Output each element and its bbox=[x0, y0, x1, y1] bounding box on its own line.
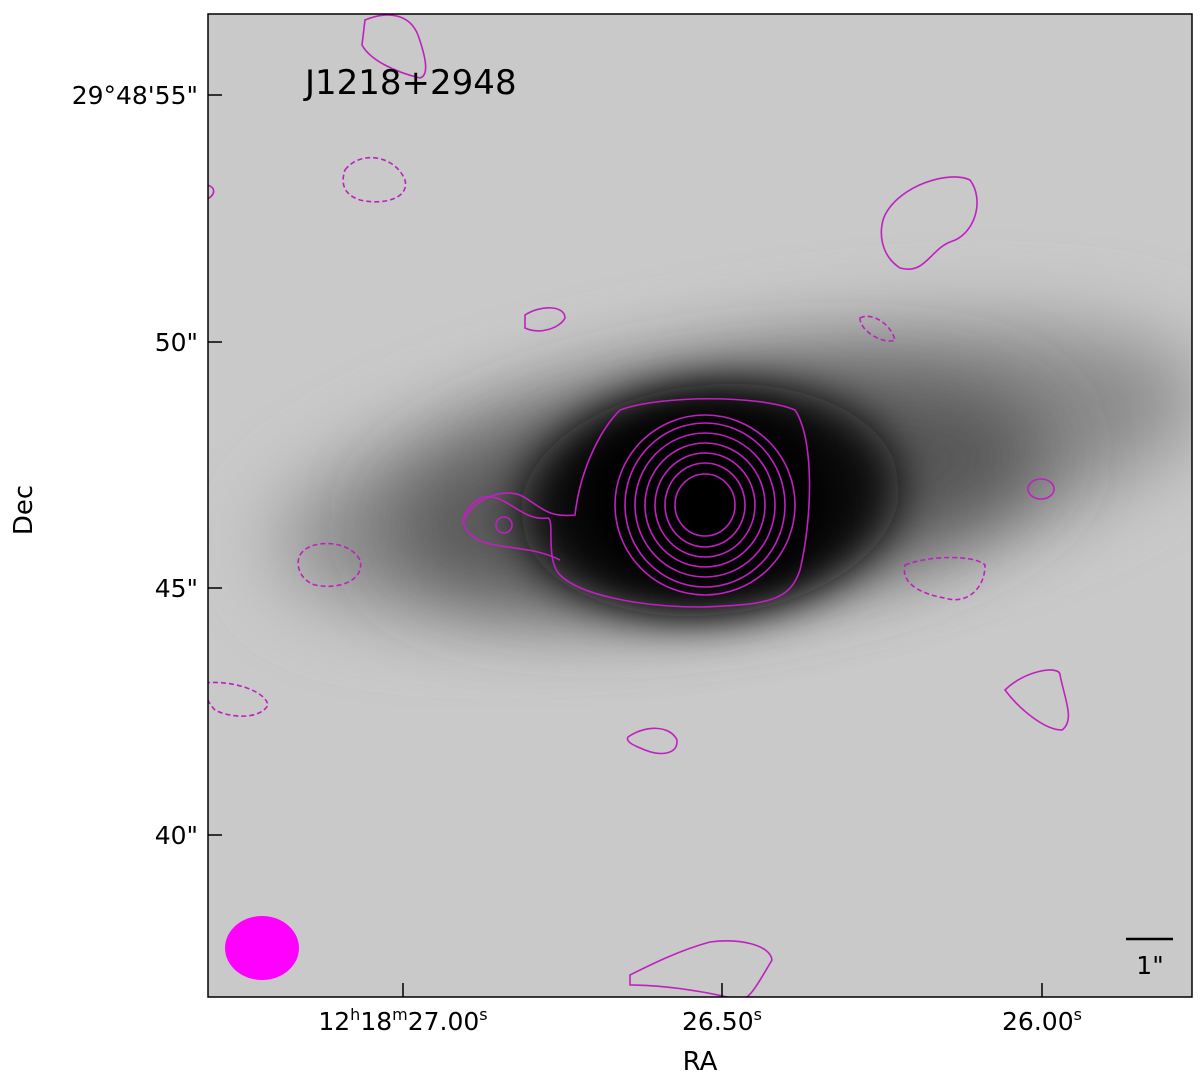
title: J1218+2948 bbox=[303, 63, 517, 103]
y-axis-label: Dec bbox=[9, 485, 39, 535]
plot-frame bbox=[207, 13, 1193, 998]
contours bbox=[208, 14, 1070, 997]
beam bbox=[225, 916, 299, 980]
y-tick-label: 50" bbox=[155, 328, 198, 357]
unit: h bbox=[350, 1005, 360, 1024]
value: 27.00 bbox=[408, 1007, 480, 1036]
unit: s bbox=[479, 1005, 487, 1024]
value: 18 bbox=[360, 1007, 392, 1036]
y-tick-label: 29°48'55" bbox=[72, 81, 198, 110]
unit: s bbox=[754, 1005, 762, 1024]
x-tick-label: 26.00s bbox=[1002, 1005, 1082, 1036]
y-tick-label: 40" bbox=[155, 821, 198, 850]
value: 26.50 bbox=[682, 1007, 754, 1036]
x-tick-label: 26.50s bbox=[682, 1005, 762, 1036]
x-axis-label: RA bbox=[683, 1047, 718, 1077]
y-tick-label: 45" bbox=[155, 574, 198, 603]
value: 12 bbox=[318, 1007, 350, 1036]
image bbox=[208, 14, 1192, 997]
axis-ticks: 29°48'55"50"45"40"12h18m27.00s 26.50s 26.0… bbox=[72, 81, 1082, 1036]
unit: m bbox=[392, 1005, 408, 1024]
x-tick-label: 12h18m27.00s bbox=[318, 1005, 487, 1036]
value: 26.00 bbox=[1002, 1007, 1074, 1036]
scale-bar-label: 1" bbox=[1136, 951, 1163, 980]
unit: s bbox=[1074, 1005, 1082, 1024]
